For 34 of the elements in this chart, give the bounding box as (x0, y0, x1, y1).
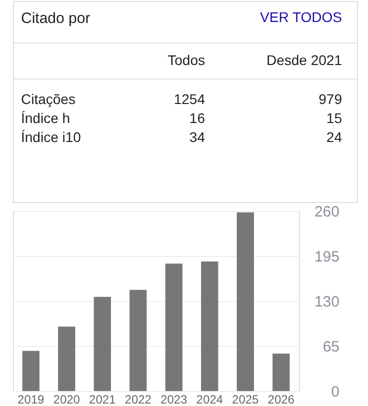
x-tick-label: 2020 (53, 392, 80, 406)
x-tick-label: 2021 (89, 392, 116, 406)
bar (165, 264, 182, 391)
text: VER TODOS (260, 9, 342, 25)
category-label: Índice h (21, 110, 70, 126)
data-label: 16 (189, 110, 206, 126)
x-tick-label: 2024 (196, 392, 224, 406)
data-label: 34 (189, 129, 206, 145)
data-label: 1254 (174, 91, 206, 107)
text: Citado por (21, 10, 90, 27)
bar (272, 354, 290, 391)
y-tick-label: 130 (314, 294, 340, 310)
category-label: Índice i10 (21, 129, 82, 145)
y-tick-label: 195 (314, 248, 340, 266)
category-label: Citações (21, 91, 76, 107)
data-label: 24 (326, 129, 342, 145)
bar (201, 262, 218, 391)
bar (58, 326, 76, 391)
y-tick-label: 65 (322, 338, 340, 356)
x-tick-label: 2026 (268, 392, 295, 406)
y-tick-label: 260 (314, 204, 340, 220)
x-tick-label: 2025 (232, 392, 260, 406)
x-tick-label: 2023 (160, 392, 188, 406)
data-label: 979 (318, 91, 342, 107)
data-label: 15 (326, 110, 342, 126)
text: Todos (168, 52, 205, 68)
bar (130, 290, 147, 391)
bar (94, 296, 111, 391)
x-tick-label: 2022 (124, 392, 152, 406)
bar (236, 212, 254, 391)
bar (22, 350, 40, 391)
x-tick-label: 2019 (18, 392, 45, 406)
text: Desde 2021 (266, 52, 342, 68)
y-tick-label: 0 (331, 384, 340, 400)
